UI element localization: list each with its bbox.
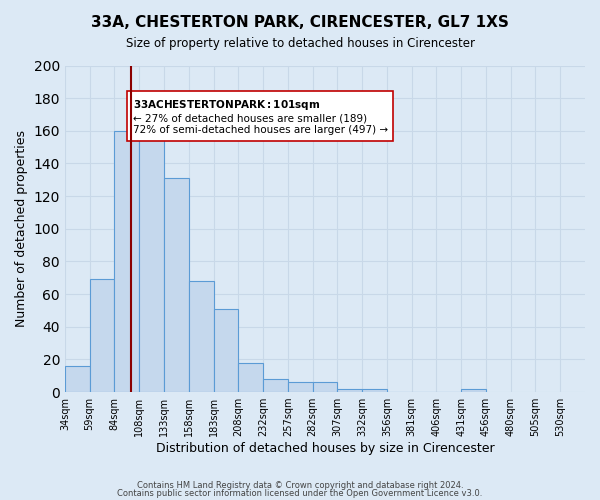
Bar (238, 362, 263, 392)
Bar (337, 389, 362, 392)
Bar (214, 309, 238, 392)
Text: Contains public sector information licensed under the Open Government Licence v3: Contains public sector information licen… (118, 488, 482, 498)
Bar (139, 126, 164, 392)
Bar (65, 366, 89, 392)
X-axis label: Distribution of detached houses by size in Cirencester: Distribution of detached houses by size … (155, 442, 494, 455)
Bar (189, 281, 214, 392)
Text: 33A, CHESTERTON PARK, CIRENCESTER, GL7 1XS: 33A, CHESTERTON PARK, CIRENCESTER, GL7 1… (91, 15, 509, 30)
Bar (362, 389, 387, 392)
Bar (164, 178, 189, 392)
Text: Contains HM Land Registry data © Crown copyright and database right 2024.: Contains HM Land Registry data © Crown c… (137, 481, 463, 490)
Text: Size of property relative to detached houses in Cirencester: Size of property relative to detached ho… (125, 38, 475, 51)
Bar (313, 382, 337, 392)
Bar (89, 280, 115, 392)
Bar (263, 379, 288, 392)
Bar (288, 382, 313, 392)
Bar (115, 131, 139, 392)
Y-axis label: Number of detached properties: Number of detached properties (15, 130, 28, 328)
Bar (461, 389, 486, 392)
Text: $\bf{33A CHESTERTON PARK: 101sqm}$
← 27% of detached houses are smaller (189)
72: $\bf{33A CHESTERTON PARK: 101sqm}$ ← 27%… (133, 98, 388, 136)
